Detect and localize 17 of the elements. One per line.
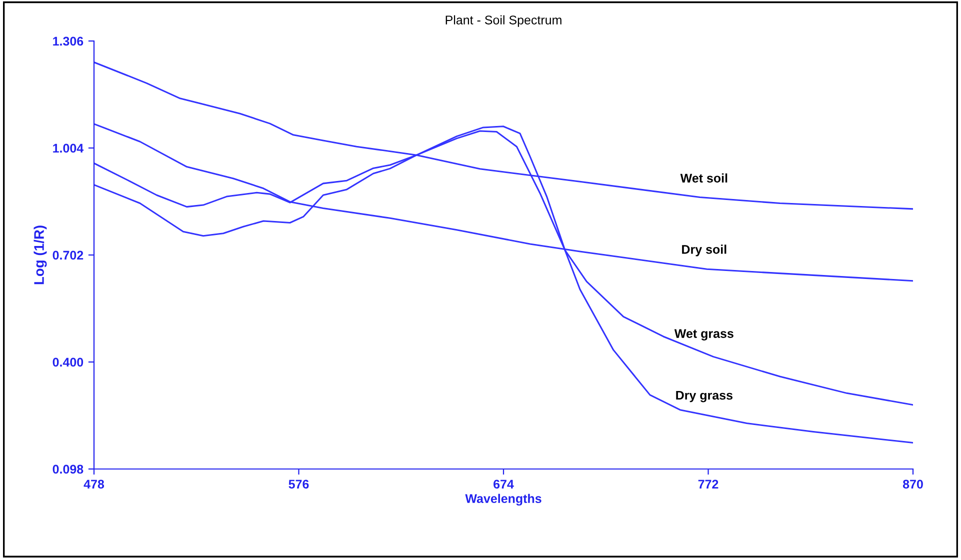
x-tick-label: 576: [288, 480, 309, 489]
y-axis-title: Log (1/R): [34, 226, 47, 284]
series-label: Dry grass: [676, 390, 732, 402]
series-label: Wet grass: [674, 329, 734, 340]
y-tick-label: 0.098: [52, 464, 84, 474]
x-tick-label: 674: [494, 480, 514, 489]
y-tick-label: 0.400: [52, 358, 84, 367]
x-tick-label: 772: [698, 480, 718, 488]
x-tick-label: 870: [902, 480, 923, 489]
x-axis-title: Wavelengths: [465, 494, 542, 506]
y-tick-label: 1.004: [53, 144, 84, 153]
series-label: Dry soil: [682, 244, 726, 256]
x-tick-label: 478: [84, 480, 104, 489]
chart-title: Plant - Soil Spectrum: [446, 15, 562, 27]
y-tick-label: 0.702: [52, 250, 84, 260]
series-label: Wet soil: [680, 173, 728, 183]
y-tick-label: 1.306: [53, 36, 84, 46]
